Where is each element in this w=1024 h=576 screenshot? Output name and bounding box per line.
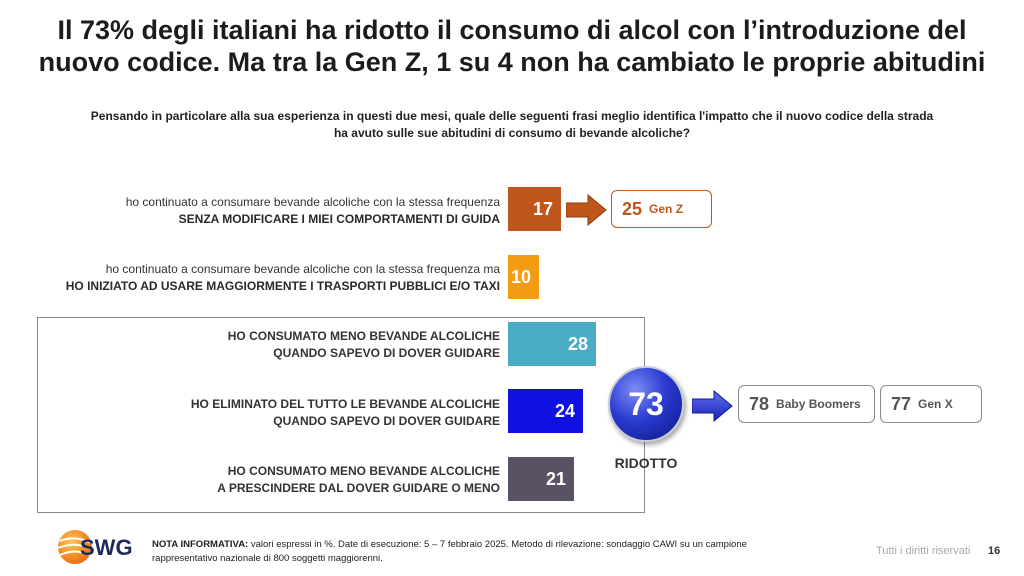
gen-z-value: 25 <box>622 198 643 219</box>
note-heading: NOTA INFORMATIVA: <box>152 539 249 550</box>
baby-boomers-value: 78 <box>749 393 770 414</box>
bar-4: 21 <box>508 457 574 501</box>
row-label-4-line1: HO CONSUMATO MENO BEVANDE ALCOLICHE <box>227 464 500 478</box>
baby-boomers-badge: 78 Baby Boomers <box>738 385 875 423</box>
baby-boomers-label: Baby Boomers <box>776 397 861 411</box>
row-label-0-line2: SENZA MODIFICARE I MIEI COMPORTAMENTI DI… <box>178 212 500 226</box>
title-line-1: Il 73% degli italiani ha ridotto il cons… <box>57 15 967 45</box>
bar-1-value: 10 <box>510 267 531 287</box>
gen-z-badge: 25 Gen Z <box>611 190 712 228</box>
gen-x-value: 77 <box>891 393 912 414</box>
row-label-2-line1: HO CONSUMATO MENO BEVANDE ALCOLICHE <box>227 329 500 343</box>
swg-logo-icon <box>57 530 93 564</box>
bar-0-value: 17 <box>532 199 553 219</box>
question-line-2: ha avuto sulle sue abitudini di consumo … <box>333 126 691 140</box>
bar-4-value: 21 <box>545 469 566 489</box>
survey-question: Pensando in particolare alla sua esperie… <box>40 108 984 142</box>
row-label-0: ho continuato a consumare bevande alcoli… <box>126 194 500 228</box>
gen-z-label: Gen Z <box>649 202 684 216</box>
question-line-1: Pensando in particolare alla sua esperie… <box>90 109 934 123</box>
row-label-4: HO CONSUMATO MENO BEVANDE ALCOLICHE A PR… <box>217 463 500 497</box>
ridotto-total-circle: 73 <box>608 366 684 442</box>
blue-arrow-icon <box>692 390 733 422</box>
bar-3: 24 <box>508 389 583 433</box>
row-label-1-line2: HO INIZIATO AD USARE MAGGIORMENTE I TRAS… <box>65 279 500 293</box>
row-label-3-line1: HO ELIMINATO DEL TUTTO LE BEVANDE ALCOLI… <box>190 397 500 411</box>
row-label-1-line1: ho continuato a consumare bevande alcoli… <box>105 262 500 276</box>
note-text: valori espressi in %. Date di esecuzione… <box>152 539 747 564</box>
row-label-2-line2: QUANDO SAPEVO DI DOVER GUIDARE <box>273 346 500 360</box>
row-label-1: ho continuato a consumare bevande alcoli… <box>66 261 500 295</box>
ridotto-label: RIDOTTO <box>614 455 678 471</box>
bar-1: 10 <box>508 255 539 299</box>
methodology-note: NOTA INFORMATIVA: valori espressi in %. … <box>152 538 812 566</box>
swg-logo-text: SWG <box>80 535 133 560</box>
row-label-3-line2: QUANDO SAPEVO DI DOVER GUIDARE <box>273 414 500 428</box>
rights-text: Tutti i diritti riservati <box>876 545 971 557</box>
gen-x-label: Gen X <box>918 397 953 411</box>
bar-0: 17 <box>508 187 561 231</box>
page-number: 16 <box>988 545 1001 557</box>
title-line-2: nuovo codice. Ma tra la Gen Z, 1 su 4 no… <box>38 47 986 77</box>
ridotto-total-value: 73 <box>628 386 664 422</box>
page-title: Il 73% degli italiani ha ridotto il cons… <box>0 14 1024 78</box>
bar-2-value: 28 <box>567 334 588 354</box>
row-label-0-line1: ho continuato a consumare bevande alcoli… <box>125 195 500 209</box>
bar-2: 28 <box>508 322 596 366</box>
bar-3-value: 24 <box>554 401 575 421</box>
row-label-2: HO CONSUMATO MENO BEVANDE ALCOLICHE QUAN… <box>228 328 500 362</box>
row-label-4-line2: A PRESCINDERE DAL DOVER GUIDARE O MENO <box>217 481 500 495</box>
row-label-3: HO ELIMINATO DEL TUTTO LE BEVANDE ALCOLI… <box>191 396 500 430</box>
orange-arrow-icon <box>566 194 607 226</box>
gen-x-badge: 77 Gen X <box>880 385 982 423</box>
